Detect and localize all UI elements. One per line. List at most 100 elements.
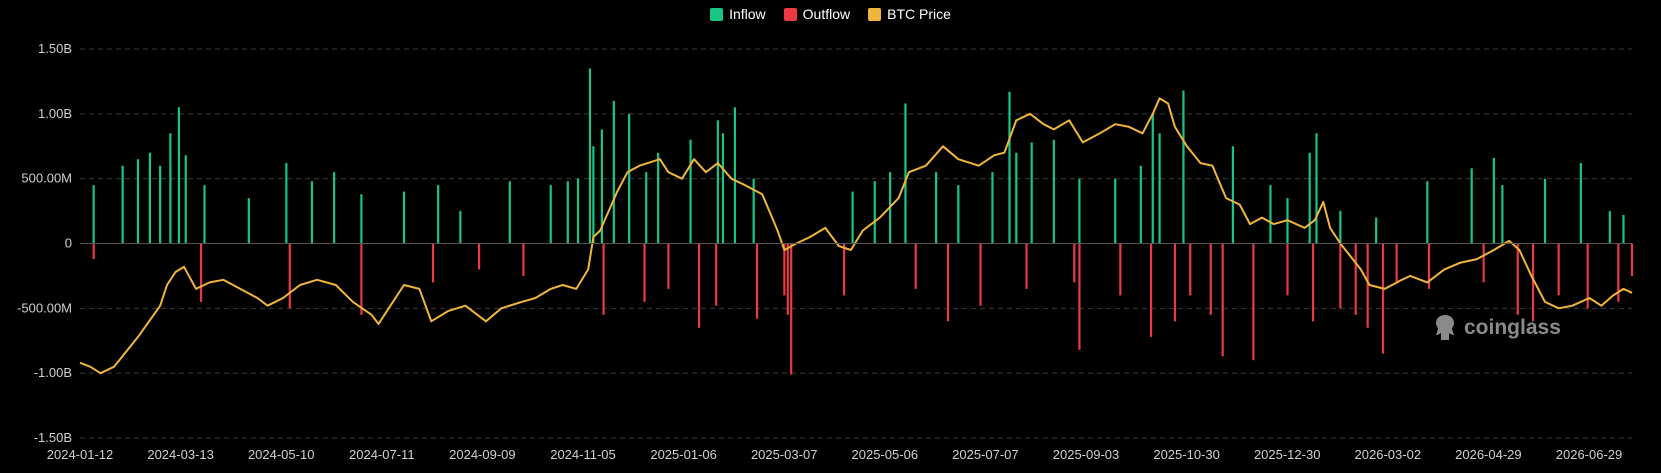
coinglass-logo-icon <box>1436 315 1454 340</box>
x-tick-label: 2025-10-30 <box>1153 447 1220 462</box>
outflow-bar <box>288 243 291 309</box>
x-axis-ticks: 2024-01-12 2024-03-13 2024-05-10 2024-07-11… <box>47 447 1623 462</box>
legend: Inflow Outflow BTC Price <box>0 6 1661 22</box>
inflow-bar <box>721 133 725 244</box>
inflow-bar <box>566 181 569 244</box>
outflow-bar <box>979 243 982 306</box>
outflow-bar <box>1586 243 1589 309</box>
inflow-bar <box>1151 113 1154 244</box>
outflow-bar <box>1025 243 1028 289</box>
inflow-bar <box>1139 165 1142 244</box>
inflow-bar <box>360 194 363 244</box>
y-tick-label: 1.00B <box>38 106 72 121</box>
inflow-bar <box>935 172 938 244</box>
inflow-bar <box>1375 217 1378 244</box>
watermark: coinglass <box>1432 313 1561 343</box>
legend-item-inflow[interactable]: Inflow <box>710 6 766 22</box>
legend-swatch-outflow <box>783 7 797 21</box>
x-tick-label: 2024-03-13 <box>147 447 214 462</box>
legend-item-outflow[interactable]: Outflow <box>783 6 851 22</box>
outflow-bar <box>783 243 786 296</box>
outflow-bar <box>667 243 670 289</box>
outflow-bar <box>842 243 846 296</box>
inflow-bar <box>1114 178 1117 244</box>
inflow-bar <box>148 152 152 244</box>
outflow-bar <box>1252 243 1255 361</box>
y-tick-label: -500.00M <box>17 300 72 315</box>
outflow-bar <box>1482 243 1485 283</box>
inflow-bar <box>1339 211 1342 244</box>
outflow-bar <box>1173 243 1177 322</box>
outflow-bar <box>1354 243 1357 315</box>
inflow-bar <box>1501 185 1504 244</box>
inflow-bar <box>873 181 876 244</box>
y-axis-ticks: 1.50B 1.00B 500.00M 0 -500.00M -1.00B -1.50B <box>17 41 72 445</box>
inflow-bar <box>437 185 440 244</box>
inflow-bar <box>1158 133 1161 244</box>
inflow-bar <box>184 155 187 244</box>
inflow-bar <box>1308 152 1311 244</box>
outflow-bar <box>92 243 95 260</box>
outflow-bar <box>1557 243 1560 296</box>
outflow-bar <box>1149 243 1153 337</box>
outflow-bar <box>1078 243 1081 350</box>
inflow-bar <box>991 172 994 244</box>
x-tick-label: 2024-07-11 <box>349 447 415 462</box>
inflow-bar <box>285 163 288 244</box>
inflow-bar <box>1608 211 1611 244</box>
inflow-bar <box>851 191 854 244</box>
inflow-bar <box>1030 142 1033 244</box>
legend-label-outflow: Outflow <box>802 6 851 22</box>
inflow-bar <box>203 185 206 244</box>
inflow-bar <box>1231 146 1235 244</box>
outflow-bar <box>1630 243 1634 276</box>
y-tick-label: -1.50B <box>34 430 72 445</box>
inflow-bar <box>92 185 95 244</box>
y-tick-label: -1.00B <box>34 365 72 380</box>
inflow-bar <box>1015 152 1018 244</box>
inflow-bar <box>1543 178 1547 244</box>
outflow-bar <box>1366 243 1369 328</box>
outflow-bar <box>1531 243 1535 322</box>
inflow-bar <box>402 191 406 244</box>
x-tick-label: 2025-09-03 <box>1053 447 1120 462</box>
outflow-bar <box>755 243 759 319</box>
inflow-bar <box>592 146 595 244</box>
inflow-bar <box>957 185 960 244</box>
gridlines <box>80 48 1632 439</box>
outflow-bar <box>715 243 718 306</box>
outflow-bar <box>1395 243 1398 283</box>
outflow-bar <box>199 243 203 302</box>
inflow-bar <box>177 107 181 244</box>
y-tick-label: 0 <box>65 236 72 251</box>
outflow-bar <box>1617 243 1620 302</box>
inflow-bar <box>588 68 592 244</box>
legend-item-btc-price[interactable]: BTC Price <box>868 6 951 22</box>
outflow-bar <box>522 243 525 276</box>
inflow-bar <box>169 133 172 244</box>
outflow-bar <box>1073 243 1076 283</box>
x-tick-label: 2025-03-07 <box>751 447 818 462</box>
btc-price-line <box>79 97 1633 375</box>
inflow-bar <box>689 139 692 244</box>
inflow-bar <box>904 103 907 244</box>
outflow-bar <box>360 243 363 315</box>
outflow-bar <box>1209 243 1212 315</box>
y-tick-label: 1.50B <box>38 41 72 56</box>
inflow-bar <box>733 107 737 244</box>
inflow-bar <box>1078 178 1081 244</box>
inflow-bar <box>310 181 314 244</box>
x-tick-label: 2024-05-10 <box>248 447 315 462</box>
inflow-bar <box>508 181 511 244</box>
inflow-bar <box>159 165 162 244</box>
inflow-bar <box>549 185 552 244</box>
inflow-bar <box>1315 133 1318 244</box>
inflow-bar <box>459 211 462 244</box>
outflow-bar <box>602 243 605 315</box>
inflow-bar <box>136 159 140 244</box>
outflow-bar <box>1381 243 1385 354</box>
outflow-bar <box>946 243 950 322</box>
inflow-bar <box>752 178 755 244</box>
